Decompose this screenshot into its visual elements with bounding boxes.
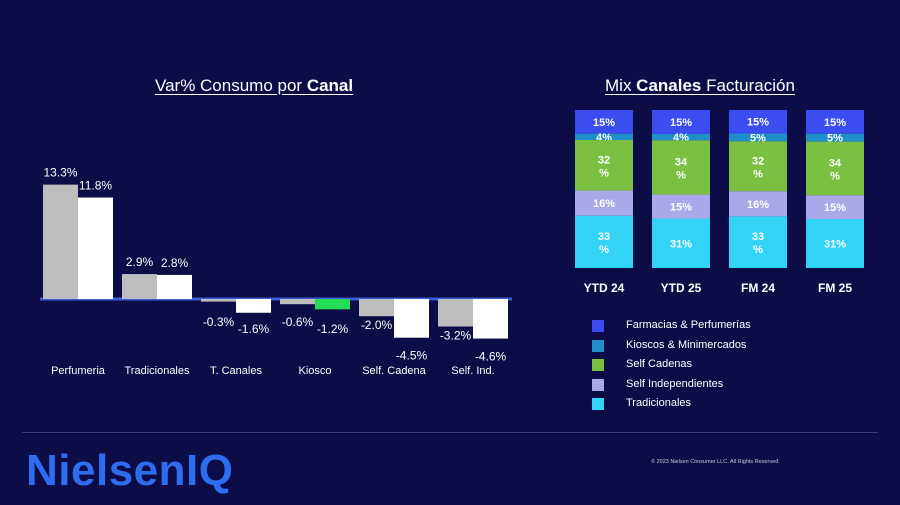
data-label: -1.6%: [238, 322, 270, 336]
data-label: -0.6%: [282, 315, 314, 329]
category-label: T. Canales: [210, 365, 262, 377]
legend-label: Kioscos & Minimercados: [626, 338, 747, 351]
bar-self-cadena-s1: [359, 299, 394, 317]
segment-label: 32: [598, 154, 610, 166]
stack-segment: [575, 133, 633, 141]
legend-swatch: [592, 378, 604, 391]
bar-perfumeria-s2: [78, 197, 113, 299]
stack-segment: [575, 140, 633, 191]
stack-segment: [806, 219, 864, 268]
segment-label: 15%: [670, 117, 692, 129]
segment-label: 16%: [593, 198, 615, 210]
segment-label: %: [599, 167, 609, 179]
category-label: Perfumeria: [51, 365, 106, 377]
segment-label: %: [753, 168, 763, 180]
segment-label: 15%: [747, 117, 769, 129]
data-label: -4.6%: [475, 350, 507, 364]
bar-self-ind--s2: [473, 299, 508, 339]
bar-tradicionales-s2: [157, 274, 192, 299]
category-label: Kiosco: [298, 365, 331, 377]
title-prefix: Var% Consumo por: [155, 76, 307, 95]
bar-tradicionales-s1: [122, 274, 157, 299]
bar-perfumeria-s1: [43, 184, 78, 299]
segment-label: %: [753, 244, 763, 256]
footer-divider: [22, 432, 878, 433]
data-label: -0.3%: [203, 315, 235, 329]
stack-segment: [806, 133, 864, 142]
stack-segment: [729, 141, 787, 192]
title-prefix: Mix: [605, 76, 637, 95]
segment-label: 32: [752, 155, 764, 167]
data-label: 2.9%: [126, 255, 154, 269]
legend-swatch: [592, 398, 604, 411]
var-consumo-title: Var% Consumo por Canal: [155, 76, 353, 96]
bar-kiosco-s2: [315, 299, 350, 310]
bar-self-cadena-s2: [394, 299, 429, 338]
stack-segment: [806, 195, 864, 220]
data-label: -2.0%: [361, 318, 393, 332]
nielseniq-logo: NielsenIQ: [26, 446, 234, 495]
data-label: -4.5%: [396, 349, 428, 363]
segment-label: %: [676, 169, 686, 181]
data-label: -1.2%: [317, 322, 349, 336]
stack-segment: [575, 215, 633, 268]
stack-segment: [652, 110, 710, 134]
title-bold: Canal: [306, 76, 354, 95]
segment-label: 16%: [747, 199, 769, 211]
stack-segment: [806, 141, 864, 196]
segment-label: %: [830, 170, 840, 182]
legend-label: Farmacias & Perfumerías: [626, 319, 751, 331]
column-label: FM 24: [741, 281, 775, 295]
segment-label: %: [599, 244, 609, 256]
legend-swatch: [592, 339, 604, 352]
column-label: FM 25: [818, 281, 852, 295]
stack-segment: [575, 190, 633, 216]
segment-label: 33: [598, 231, 610, 243]
stack-segment: [652, 133, 710, 141]
stack-segment: [652, 218, 710, 268]
data-label: 2.8%: [161, 256, 189, 270]
legend-label: Self Independientes: [626, 377, 724, 390]
legend-label: Tradicionales: [626, 397, 692, 410]
data-label: 11.8%: [79, 179, 112, 193]
legend-swatch: [592, 359, 604, 372]
stack-segment: [729, 191, 787, 217]
segment-label: 34: [675, 156, 688, 168]
segment-label: 34: [829, 157, 842, 169]
title-suffix: Facturación: [701, 76, 795, 95]
bar-self-ind--s1: [438, 299, 473, 327]
stack-segment: [575, 110, 633, 134]
stack-segment: [806, 110, 864, 134]
bar-t-canales-s1: [201, 299, 236, 302]
stack-segment: [652, 194, 710, 219]
stack-segment: [729, 110, 787, 134]
segment-label: 15%: [824, 202, 846, 214]
segment-label: 31%: [670, 238, 692, 250]
segment-label: 15%: [670, 202, 692, 214]
mix-canales-title: Mix Canales Facturación: [605, 76, 795, 96]
copyright-notice: © 2023 Nielsen Consumer LLC. All Rights …: [651, 459, 780, 465]
stack-segment: [729, 216, 787, 268]
data-label: 13.3%: [43, 166, 77, 180]
category-label: Self. Cadena: [362, 365, 426, 377]
stack-segment: [729, 133, 787, 142]
category-label: Self. Ind.: [451, 365, 494, 377]
category-label: Tradicionales: [124, 365, 190, 377]
bar-t-canales-s2: [236, 299, 271, 313]
column-label: YTD 25: [661, 281, 702, 295]
segment-label: 15%: [593, 117, 615, 129]
data-label: -3.2%: [440, 329, 472, 343]
segment-label: 33: [752, 231, 764, 243]
segment-label: 31%: [824, 239, 846, 251]
column-label: YTD 24: [584, 281, 625, 295]
bar-kiosco-s1: [280, 299, 315, 305]
legend-label: Self Cadenas: [626, 358, 693, 371]
stack-segment: [652, 140, 710, 195]
legend-swatch: [592, 320, 604, 332]
title-bold: Canales: [636, 76, 702, 95]
segment-label: 15%: [824, 117, 846, 129]
